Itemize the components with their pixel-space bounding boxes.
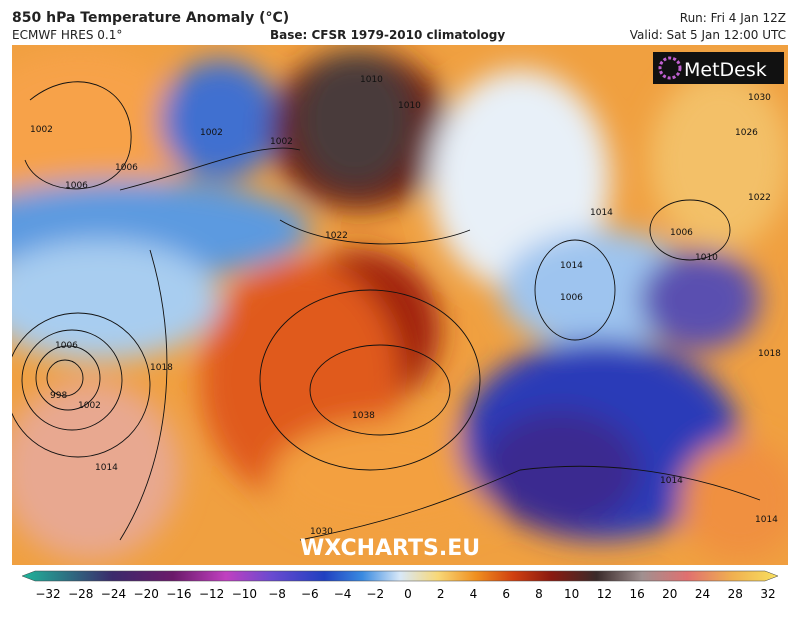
colorbar-tick-label: 4 [470, 587, 478, 601]
colorbar-ticks: −32 −28 −24 −20 −16 −12 −10 −8 −6 −4 −2 0 2 4 6 8 10 12 16… [35, 587, 775, 601]
isobar-label: 1010 [398, 101, 421, 111]
colorbar [21, 570, 779, 582]
isobar-label: 1006 [670, 228, 693, 238]
colorbar-tick-label: 20 [662, 587, 677, 601]
isobar-label: 1022 [748, 193, 771, 203]
isobar-label: 1010 [695, 253, 718, 263]
colorbar-tick-label: 24 [695, 587, 710, 601]
colorbar-tick-label: 0 [404, 587, 412, 601]
isobar-label: 1014 [755, 515, 778, 525]
isobar-label: 1018 [150, 363, 173, 373]
isobar-label: 1022 [325, 231, 348, 241]
logo: MetDesk [684, 59, 767, 81]
colorbar-tick-label: 2 [437, 587, 445, 601]
isobar-label: 1030 [310, 527, 333, 537]
logo-box [653, 52, 784, 84]
isobar-label: 1014 [560, 261, 583, 271]
isobar-label: 1006 [65, 181, 88, 191]
watermark: WXCHARTS.EU [300, 536, 480, 561]
colorbar-tick-label: 6 [502, 587, 510, 601]
isobar-label: 1002 [78, 401, 101, 411]
isobar-label: 1006 [560, 293, 583, 303]
colorbar-tick-label: 8 [535, 587, 543, 601]
colorbar-tick-label: −32 [35, 587, 60, 601]
isobar-label: 1002 [30, 125, 53, 135]
map: WXCHARTS.EU [12, 45, 788, 565]
isobar-label: 1010 [360, 75, 383, 85]
colorbar-tick-label: −6 [301, 587, 319, 601]
isobar-label: 1002 [200, 128, 223, 138]
colorbar-tick-label: −8 [268, 587, 286, 601]
isobar-label: 1006 [55, 341, 78, 351]
isobar-label: 1014 [590, 208, 613, 218]
isobar-label: 1030 [748, 93, 771, 103]
isobar-label: 1002 [270, 137, 293, 147]
colorbar-tick-label: −4 [334, 587, 352, 601]
colorbar-tick-label: −20 [134, 587, 159, 601]
colorbar-tick-label: −2 [366, 587, 384, 601]
colorbar-tick-label: −12 [199, 587, 224, 601]
colorbar-tick-label: −24 [101, 587, 126, 601]
model: ECMWF HRES 0.1° [12, 28, 122, 42]
base: Base: CFSR 1979-2010 climatology [270, 28, 505, 42]
colorbar-tick-label: 12 [597, 587, 612, 601]
colorbar-tick-label: 16 [629, 587, 644, 601]
colorbar-tick-label: −28 [68, 587, 93, 601]
isobar-label: 1006 [115, 163, 138, 173]
isobar-label: 1026 [735, 128, 758, 138]
isobar-label: 1018 [758, 349, 781, 359]
title: 850 hPa Temperature Anomaly (°C) [12, 10, 289, 26]
colorbar-tick-label: −10 [232, 587, 257, 601]
valid: Valid: Sat 5 Jan 12:00 UTC [630, 28, 786, 42]
run: Run: Fri 4 Jan 12Z [680, 11, 786, 25]
colorbar-tick-label: 10 [564, 587, 579, 601]
colorbar-tick-label: 28 [728, 587, 743, 601]
logo-icon [658, 56, 682, 80]
isobar-label: 1014 [660, 476, 683, 486]
isobar-labels: 1002 1006 1002 1010 1002 1006 1002 1006 … [30, 75, 781, 537]
colorbar-tick-label: −16 [166, 587, 191, 601]
isobar-label: 998 [50, 391, 67, 401]
isobar-label: 1038 [352, 411, 375, 421]
colorbar-tick-label: 32 [760, 587, 775, 601]
isobar-label: 1014 [95, 463, 118, 473]
